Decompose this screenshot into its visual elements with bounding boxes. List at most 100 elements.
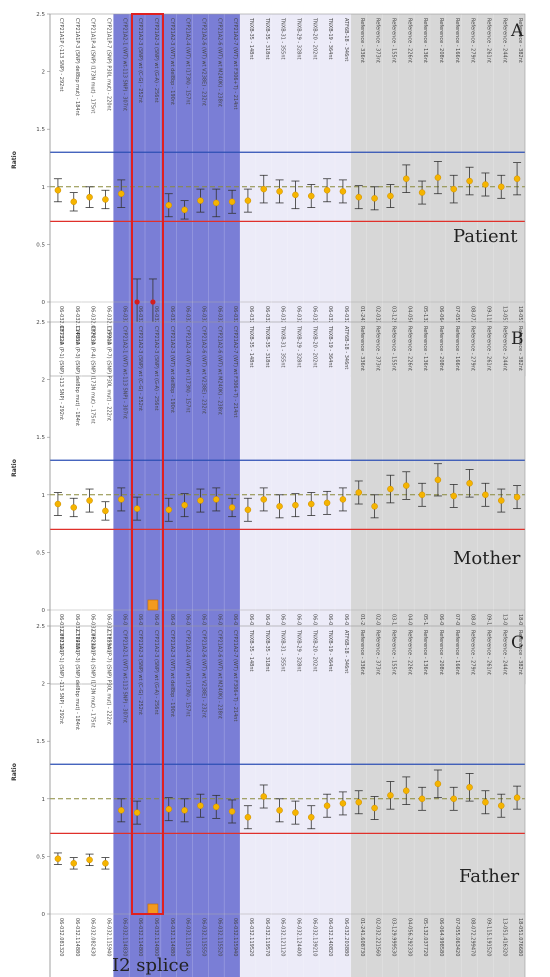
data-point xyxy=(323,187,331,194)
panel-subject: Mother xyxy=(453,548,521,569)
probe-label: Reference - 208nt xyxy=(438,18,444,63)
probe-label: CYP21A (P-7) (SNP) P30L mut) - 222nt xyxy=(105,630,111,725)
y-axis-label: Ratio xyxy=(11,459,18,477)
data-point xyxy=(292,809,299,816)
probe-label: CYP21A (P-3) (SNP) del8bp mut) - 184nt xyxy=(74,326,80,426)
data-point xyxy=(482,799,489,806)
data-point xyxy=(165,506,172,514)
probe-label: Reference - 244nt xyxy=(501,630,507,675)
probe-label: Reference - 208nt xyxy=(438,630,444,675)
data-point xyxy=(466,480,473,487)
probe-label: CYP21A1P-3 (SNP) del8bp mut) - 184nt xyxy=(74,18,80,116)
region-cyp21a2 xyxy=(113,322,240,684)
probe-label: CYP21A2-6 (WT) wt M240K) - 238nt xyxy=(216,630,222,719)
x-tick-label: 06-032.081320 xyxy=(58,306,64,344)
y-tick-label: 2 xyxy=(42,70,46,76)
probe-label: Reference - 373nt xyxy=(375,326,381,371)
x-tick-label: 06-032.114880 xyxy=(169,918,175,956)
probe-label: Reference - 155nt xyxy=(390,18,396,63)
data-point xyxy=(86,193,93,201)
y-tick-label: 1 xyxy=(42,185,46,191)
probe-label: CYP21A1P (-113 SNP) - 292nt xyxy=(58,18,64,92)
y-axis-label: Ratio xyxy=(11,763,18,781)
data-point xyxy=(498,497,505,504)
y-tick-label: 0 xyxy=(42,300,46,306)
data-point xyxy=(228,198,236,206)
data-point xyxy=(260,496,267,503)
probe-label: Reference - 373nt xyxy=(375,630,381,675)
data-point xyxy=(276,503,283,510)
data-point xyxy=(54,187,62,194)
x-tick-label: 03-129.999530 xyxy=(390,918,396,956)
panel-letter: A xyxy=(510,21,524,41)
y-tick-label: 2.5 xyxy=(36,12,45,18)
data-point xyxy=(466,177,473,185)
y-tick-label: 1.5 xyxy=(36,127,45,133)
x-tick-label: 06-032.114830 xyxy=(121,918,127,956)
x-tick-label: 06-032.115940 xyxy=(105,614,111,652)
probe-label: CYP21A1P-7 (SNP) P30L mut) - 220nt xyxy=(105,18,111,111)
data-point xyxy=(513,175,521,182)
x-tick-label: 06-032.119570 xyxy=(264,918,270,956)
x-tick-label: 06-032.082430 xyxy=(90,918,96,956)
x-tick-label: 06-032.139210 xyxy=(311,918,317,956)
data-point xyxy=(213,199,220,207)
probe-label: TNXB-35 - 318nt xyxy=(264,325,270,368)
data-point xyxy=(276,188,283,195)
i2-splice-caption: I2 splice xyxy=(112,955,189,976)
data-point xyxy=(118,496,125,503)
data-point xyxy=(292,191,299,199)
y-tick-label: 0.5 xyxy=(36,854,45,860)
probe-label: Reference - 336nt xyxy=(359,326,365,371)
probe-label: TNXB-29 - 328nt xyxy=(295,629,301,672)
data-point xyxy=(482,181,489,188)
x-tick-label: 06-032.115940 xyxy=(105,306,111,344)
data-point xyxy=(450,492,457,500)
probe-label: ATF6B-18 - 346nt xyxy=(343,18,349,61)
panel-a: 0 0.5 1 1.5 2 2.5 Ratio CYP21A1P (-113 SNP) - 2… xyxy=(11,12,526,377)
x-tick-label: 06-032.115140 xyxy=(185,918,191,956)
data-point xyxy=(165,805,172,813)
x-tick-label: 06-032.082430 xyxy=(90,614,96,652)
probe-label: TNXB-29 - 328nt xyxy=(295,325,301,368)
probe-label: Reference - 261nt xyxy=(485,630,491,675)
probe-label: Reference - 279nt xyxy=(470,326,476,371)
region-reference xyxy=(350,626,525,977)
data-point-zero xyxy=(150,299,156,305)
data-point xyxy=(308,500,315,508)
probe-label: CYP21A1P-4 (SNP) I173N mut) - 175nt xyxy=(90,18,96,113)
probe-label: CYP21A2-7 (WT) wt F306+T) - 214nt xyxy=(232,18,238,109)
data-point-zero xyxy=(134,299,140,305)
probe-label: TNXB-31 - 355nt xyxy=(280,17,286,60)
data-point xyxy=(418,189,426,196)
probe-label: Reference - 136nt xyxy=(422,630,428,675)
data-point xyxy=(181,807,188,814)
probe-label: Reference - 136nt xyxy=(422,326,428,371)
probe-label: CYP21A2-6 (WT) wt V238E) - 232nt xyxy=(200,630,206,718)
probe-label: TNXB-35 - 148nt xyxy=(248,629,254,672)
probe-label: ATF6B-18 - 346nt xyxy=(343,630,349,673)
probe-label: TNXB-20 - 202nt xyxy=(311,17,317,60)
y-tick-label: 2 xyxy=(42,682,46,688)
probe-label: TNXB-19 - 364nt xyxy=(327,629,333,672)
x-tick-label: 13-051.416320 xyxy=(501,918,507,956)
y-axis-label: Ratio xyxy=(11,151,18,169)
y-tick-label: 0.5 xyxy=(36,242,45,248)
x-tick-label: 05-132.037720 xyxy=(422,918,428,956)
probe-label: CYP21A2-3 (WT) wt del8bp - 190nt xyxy=(169,18,175,105)
y-tick-label: 1.5 xyxy=(36,739,45,745)
y-tick-label: 0.5 xyxy=(36,550,45,556)
probe-label: Reference - 336nt xyxy=(359,18,365,63)
probe-label: TNXB-20 - 202nt xyxy=(311,325,317,368)
probe-label: CYP21A2-6 (WT) wt V238E) - 232nt xyxy=(200,326,206,414)
data-point xyxy=(260,793,267,800)
data-point xyxy=(213,496,220,503)
probe-label: CYP21A2-3 (WT) wt del8bp - 190nt xyxy=(169,326,175,413)
data-point xyxy=(371,804,378,812)
probe-label: TNXB-35 - 148nt xyxy=(248,17,254,60)
data-point xyxy=(292,501,299,509)
x-tick-label: 06-032.114880 xyxy=(74,306,80,344)
probe-label: Reference - 261nt xyxy=(485,18,491,63)
x-tick-label: 06-032.081320 xyxy=(58,614,64,652)
probe-label: CYP21A2-4 (WT) wt I173N) - 157nt xyxy=(185,18,191,105)
